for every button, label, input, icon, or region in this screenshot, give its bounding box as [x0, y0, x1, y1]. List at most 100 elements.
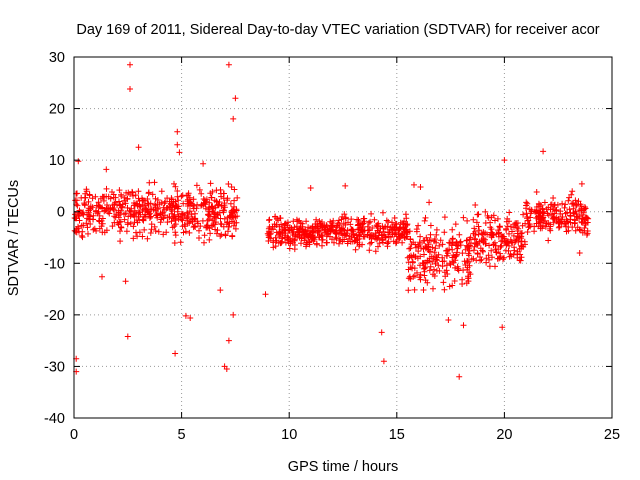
data-point: [413, 228, 420, 235]
data-point: [533, 208, 540, 215]
data-point: [217, 215, 224, 222]
data-point: [191, 223, 198, 230]
data-point: [506, 209, 513, 216]
data-point: [570, 210, 577, 217]
data-point: [172, 229, 179, 236]
data-point: [127, 86, 133, 92]
data-point: [303, 239, 310, 246]
data-point: [124, 204, 131, 211]
data-point: [151, 179, 158, 186]
data-point: [417, 271, 424, 278]
data-point: [475, 231, 482, 238]
data-point: [145, 189, 152, 196]
data-point: [539, 225, 546, 232]
data-point: [215, 212, 221, 219]
data-point: [179, 217, 186, 224]
data-point: [457, 239, 463, 246]
data-point: [141, 226, 148, 233]
data-point: [477, 254, 483, 260]
data-point: [563, 220, 570, 227]
data-point: [87, 221, 94, 227]
data-point: [230, 222, 237, 229]
data-point: [152, 204, 159, 211]
data-point: [171, 223, 178, 229]
data-point: [200, 160, 207, 167]
data-point: [433, 231, 440, 238]
data-point: [382, 234, 389, 241]
data-point: [511, 224, 517, 231]
data-point: [523, 205, 529, 212]
data-point: [291, 242, 298, 248]
data-point: [93, 227, 100, 234]
data-point: [123, 228, 130, 235]
data-point: [451, 254, 457, 261]
data-point: [392, 220, 399, 227]
data-point: [211, 213, 218, 220]
data-point: [130, 235, 137, 242]
data-point: [437, 237, 444, 244]
data-point: [414, 269, 420, 276]
data-point: [535, 223, 542, 230]
data-point: [103, 166, 110, 173]
data-point: [578, 207, 584, 214]
data-point: [443, 267, 450, 274]
data-point: [420, 265, 427, 272]
data-point: [352, 246, 359, 253]
data-point: [506, 218, 512, 225]
data-point: [118, 207, 125, 214]
data-point: [227, 200, 234, 207]
data-point: [554, 201, 561, 208]
data-point: [483, 255, 490, 262]
data-point: [131, 207, 138, 214]
data-point: [342, 215, 349, 222]
data-point: [179, 211, 186, 218]
data-point: [582, 222, 589, 228]
data-point: [137, 203, 144, 210]
data-point: [333, 224, 340, 231]
data-point: [146, 179, 153, 186]
data-point: [489, 254, 495, 261]
data-point: [561, 204, 568, 211]
data-point: [471, 235, 478, 242]
data-point: [566, 194, 573, 201]
data-point: [349, 238, 356, 245]
data-point: [515, 239, 522, 245]
data-point: [572, 227, 579, 234]
data-point: [411, 286, 418, 293]
data-point: [168, 218, 175, 225]
data-point: [273, 237, 280, 244]
data-point: [473, 257, 480, 264]
data-point: [431, 273, 438, 279]
data-point: [196, 227, 202, 234]
data-point: [275, 217, 282, 224]
data-point: [85, 198, 92, 205]
data-point: [401, 235, 408, 241]
data-point: [417, 184, 424, 190]
data-point: [80, 209, 87, 216]
data-point: [355, 226, 362, 233]
data-point: [142, 211, 149, 218]
data-point: [127, 220, 134, 227]
data-point: [284, 233, 291, 240]
data-point: [92, 193, 99, 200]
data-point: [75, 158, 82, 165]
data-point: [152, 228, 159, 234]
data-point: [537, 209, 543, 216]
y-tick-label: 10: [49, 153, 65, 169]
data-point: [224, 219, 231, 226]
data-point: [348, 226, 355, 233]
chart-title: Day 169 of 2011, Sidereal Day-to-day VTE…: [76, 22, 599, 38]
data-point: [118, 224, 125, 231]
data-point: [266, 217, 272, 224]
data-point: [406, 253, 413, 260]
data-point: [422, 214, 429, 221]
data-point: [95, 199, 102, 206]
data-point: [172, 350, 179, 357]
data-point: [85, 230, 91, 237]
data-point: [562, 210, 569, 217]
data-point: [174, 188, 181, 194]
data-point: [359, 241, 366, 248]
data-point: [172, 198, 179, 205]
data-point: [83, 220, 90, 227]
data-point: [149, 191, 156, 198]
